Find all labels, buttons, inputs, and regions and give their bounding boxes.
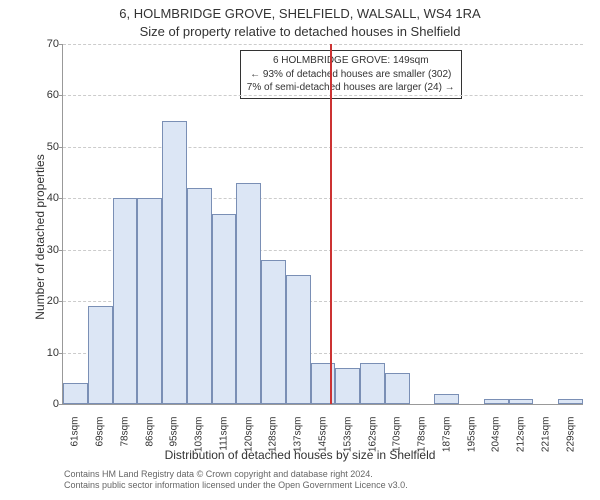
chart-title-1: 6, HOLMBRIDGE GROVE, SHELFIELD, WALSALL,… (0, 6, 600, 21)
y-tick-mark (59, 147, 63, 148)
y-tick-label: 60 (35, 89, 59, 101)
histogram-bar (88, 306, 113, 404)
grid-line (63, 44, 583, 45)
histogram-bar (261, 260, 286, 404)
chart-title-2: Size of property relative to detached ho… (0, 24, 600, 39)
info-box-line2: ← 93% of detached houses are smaller (30… (247, 68, 455, 82)
x-axis-label: Distribution of detached houses by size … (0, 448, 600, 462)
y-tick-label: 40 (35, 192, 59, 204)
plot-area: 6 HOLMBRIDGE GROVE: 149sqm ← 93% of deta… (62, 44, 583, 405)
histogram-bar (162, 121, 187, 404)
histogram-bar (212, 214, 237, 404)
y-tick-label: 20 (35, 295, 59, 307)
histogram-bar (434, 394, 459, 404)
histogram-bar (137, 198, 162, 404)
info-box-line3: 7% of semi-detached houses are larger (2… (247, 81, 455, 95)
chart-container: 6, HOLMBRIDGE GROVE, SHELFIELD, WALSALL,… (0, 0, 600, 500)
y-tick-mark (59, 198, 63, 199)
histogram-bar (335, 368, 360, 404)
y-tick-label: 50 (35, 141, 59, 153)
info-box-line1: 6 HOLMBRIDGE GROVE: 149sqm (247, 54, 455, 68)
y-tick-mark (59, 44, 63, 45)
histogram-bar (286, 275, 311, 404)
histogram-bar (385, 373, 410, 404)
reference-line (330, 44, 332, 404)
histogram-bar (558, 399, 583, 404)
info-box: 6 HOLMBRIDGE GROVE: 149sqm ← 93% of deta… (240, 50, 462, 99)
y-tick-mark (59, 301, 63, 302)
histogram-bar (236, 183, 261, 404)
footer-line1: Contains HM Land Registry data © Crown c… (64, 469, 584, 481)
footer-line2: Contains public sector information licen… (64, 480, 584, 492)
grid-line (63, 95, 583, 96)
y-tick-mark (59, 95, 63, 96)
grid-line (63, 147, 583, 148)
y-tick-mark (59, 250, 63, 251)
y-tick-label: 70 (35, 38, 59, 50)
histogram-bar (63, 383, 88, 404)
histogram-bar (509, 399, 534, 404)
y-tick-label: 10 (35, 347, 59, 359)
y-tick-mark (59, 404, 63, 405)
y-tick-label: 30 (35, 244, 59, 256)
y-tick-label: 0 (35, 398, 59, 410)
histogram-bar (484, 399, 509, 404)
y-tick-mark (59, 353, 63, 354)
histogram-bar (113, 198, 138, 404)
footer-text: Contains HM Land Registry data © Crown c… (60, 465, 588, 496)
histogram-bar (360, 363, 385, 404)
histogram-bar (187, 188, 212, 404)
